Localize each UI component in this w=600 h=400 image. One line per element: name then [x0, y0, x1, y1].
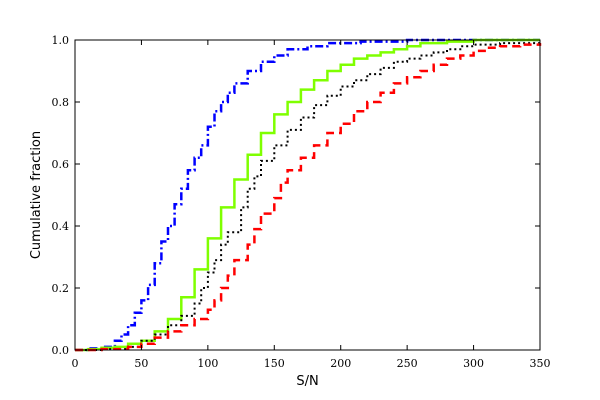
series-line-dash-dot: [75, 38, 540, 352]
x-tick-label: 100: [197, 357, 218, 370]
y-tick-label: 0.4: [52, 220, 70, 233]
plot-frame: [74, 39, 541, 351]
series-line-solid: [75, 38, 540, 352]
y-tick-label: 0.0: [52, 344, 70, 357]
x-tick-label: 300: [463, 357, 484, 370]
x-tick-label: 350: [530, 357, 551, 370]
series-layer: [75, 38, 542, 352]
x-tick-label: 250: [397, 357, 418, 370]
series-line-dotted: [75, 40, 541, 351]
y-tick-label: 0.8: [52, 96, 70, 109]
series-line-dashed: [75, 43, 542, 352]
x-tick-label: 200: [330, 357, 351, 370]
tick-layer: 0 50 100 150 200 250 300 350 0.0 0.2 0.4 0.6 0.8 1.0: [52, 34, 551, 370]
x-axis-label: S/N: [296, 374, 318, 389]
y-tick-label: 1.0: [52, 34, 70, 47]
y-axis-label: Cumulative fraction: [29, 131, 44, 259]
x-tick-label: 150: [264, 357, 285, 370]
x-tick-label: 50: [134, 357, 148, 370]
y-tick-label: 0.6: [52, 158, 70, 171]
x-tick-label: 0: [72, 357, 79, 370]
y-tick-label: 0.2: [52, 282, 70, 295]
